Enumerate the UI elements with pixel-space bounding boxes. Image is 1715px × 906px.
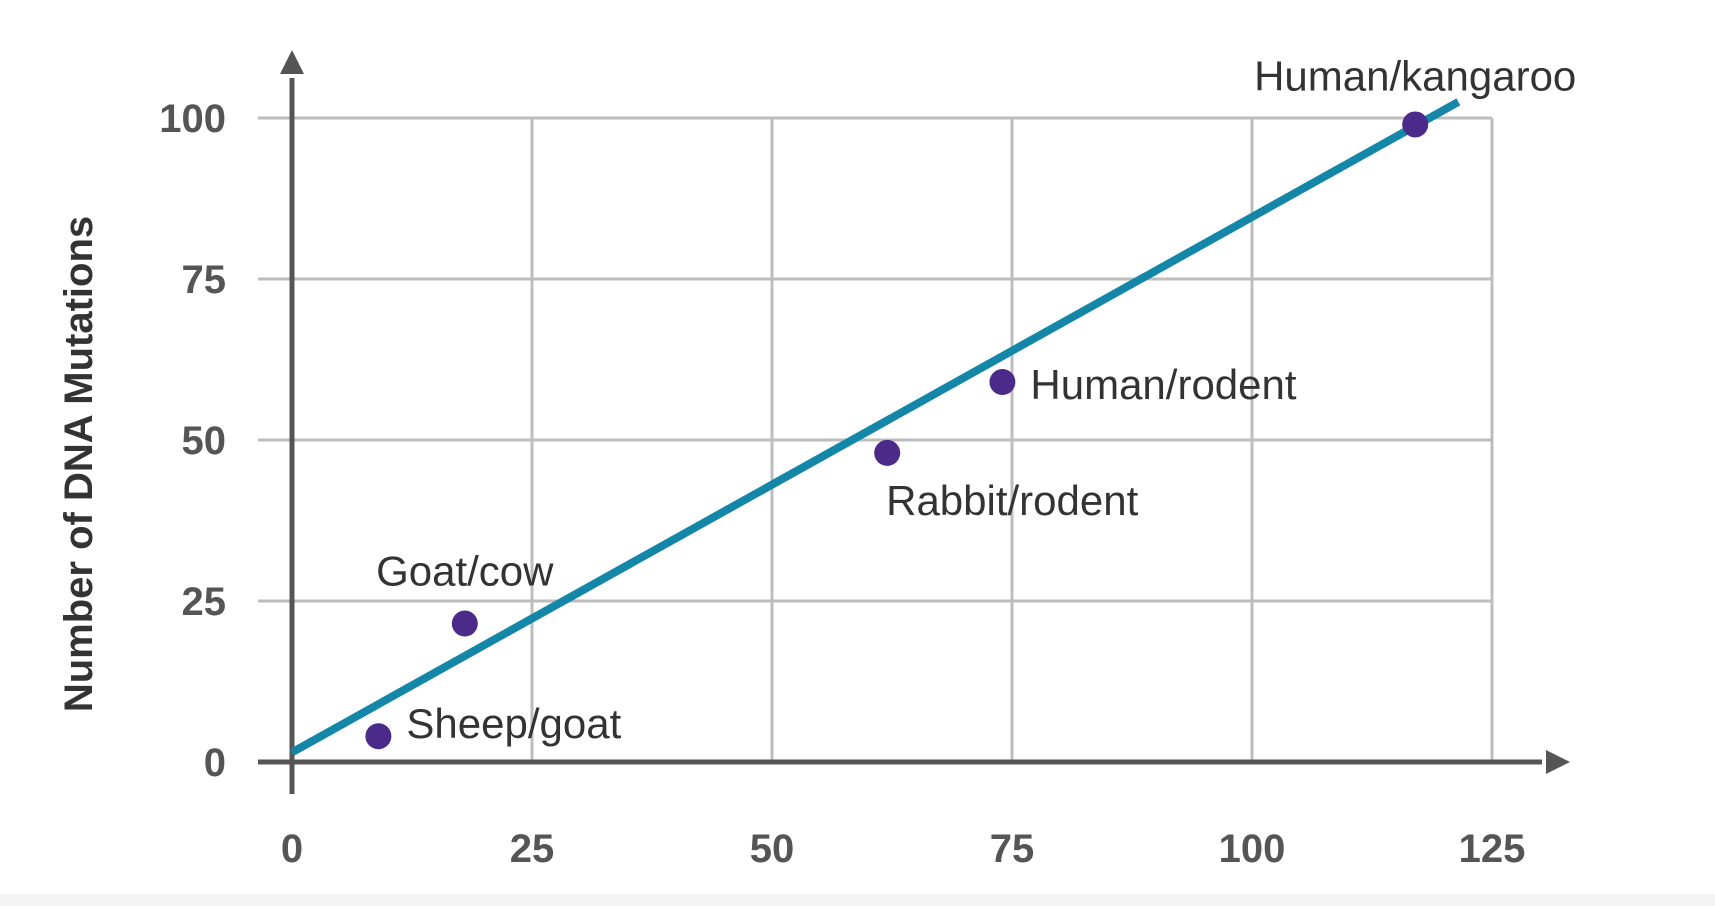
- x-tick-label: 125: [1459, 827, 1526, 871]
- y-axis-arrow-icon: [280, 50, 304, 74]
- x-tick-label: 0: [281, 827, 303, 871]
- x-tick-label: 50: [750, 827, 795, 871]
- data-point: [874, 439, 901, 466]
- y-axis-title: Number of DNA Mutations: [57, 216, 101, 712]
- data-point: [365, 723, 392, 750]
- data-point: [451, 610, 478, 637]
- y-tick-label: 0: [204, 741, 226, 785]
- x-tick-label: 100: [1219, 827, 1286, 871]
- x-tick-label: 75: [990, 827, 1035, 871]
- y-tick-labels: 0 25 50 75 100: [159, 97, 226, 785]
- y-tick-label: 100: [159, 97, 226, 141]
- data-point: [989, 369, 1016, 396]
- grid: [258, 116, 1494, 762]
- y-tick-label: 75: [182, 258, 227, 302]
- point-label: Goat/cow: [376, 548, 554, 595]
- x-tick-labels: 0 25 50 75 100 125: [281, 827, 1526, 871]
- point-label: Human/kangaroo: [1254, 52, 1576, 99]
- data-point: [1402, 111, 1429, 138]
- data-points: [365, 111, 1429, 750]
- bottom-divider: [0, 894, 1715, 906]
- trend-line: [290, 98, 1461, 756]
- y-tick-label: 25: [182, 580, 227, 624]
- y-tick-label: 50: [182, 419, 227, 463]
- point-label: Sheep/goat: [406, 700, 621, 747]
- x-axis-arrow-icon: [1546, 750, 1570, 774]
- point-label: Rabbit/rodent: [886, 477, 1138, 524]
- point-labels: Sheep/goat Goat/cow Rabbit/rodent Human/rod…: [376, 52, 1576, 747]
- axes: [258, 50, 1570, 794]
- point-label: Human/rodent: [1030, 361, 1296, 408]
- x-tick-label: 25: [510, 827, 555, 871]
